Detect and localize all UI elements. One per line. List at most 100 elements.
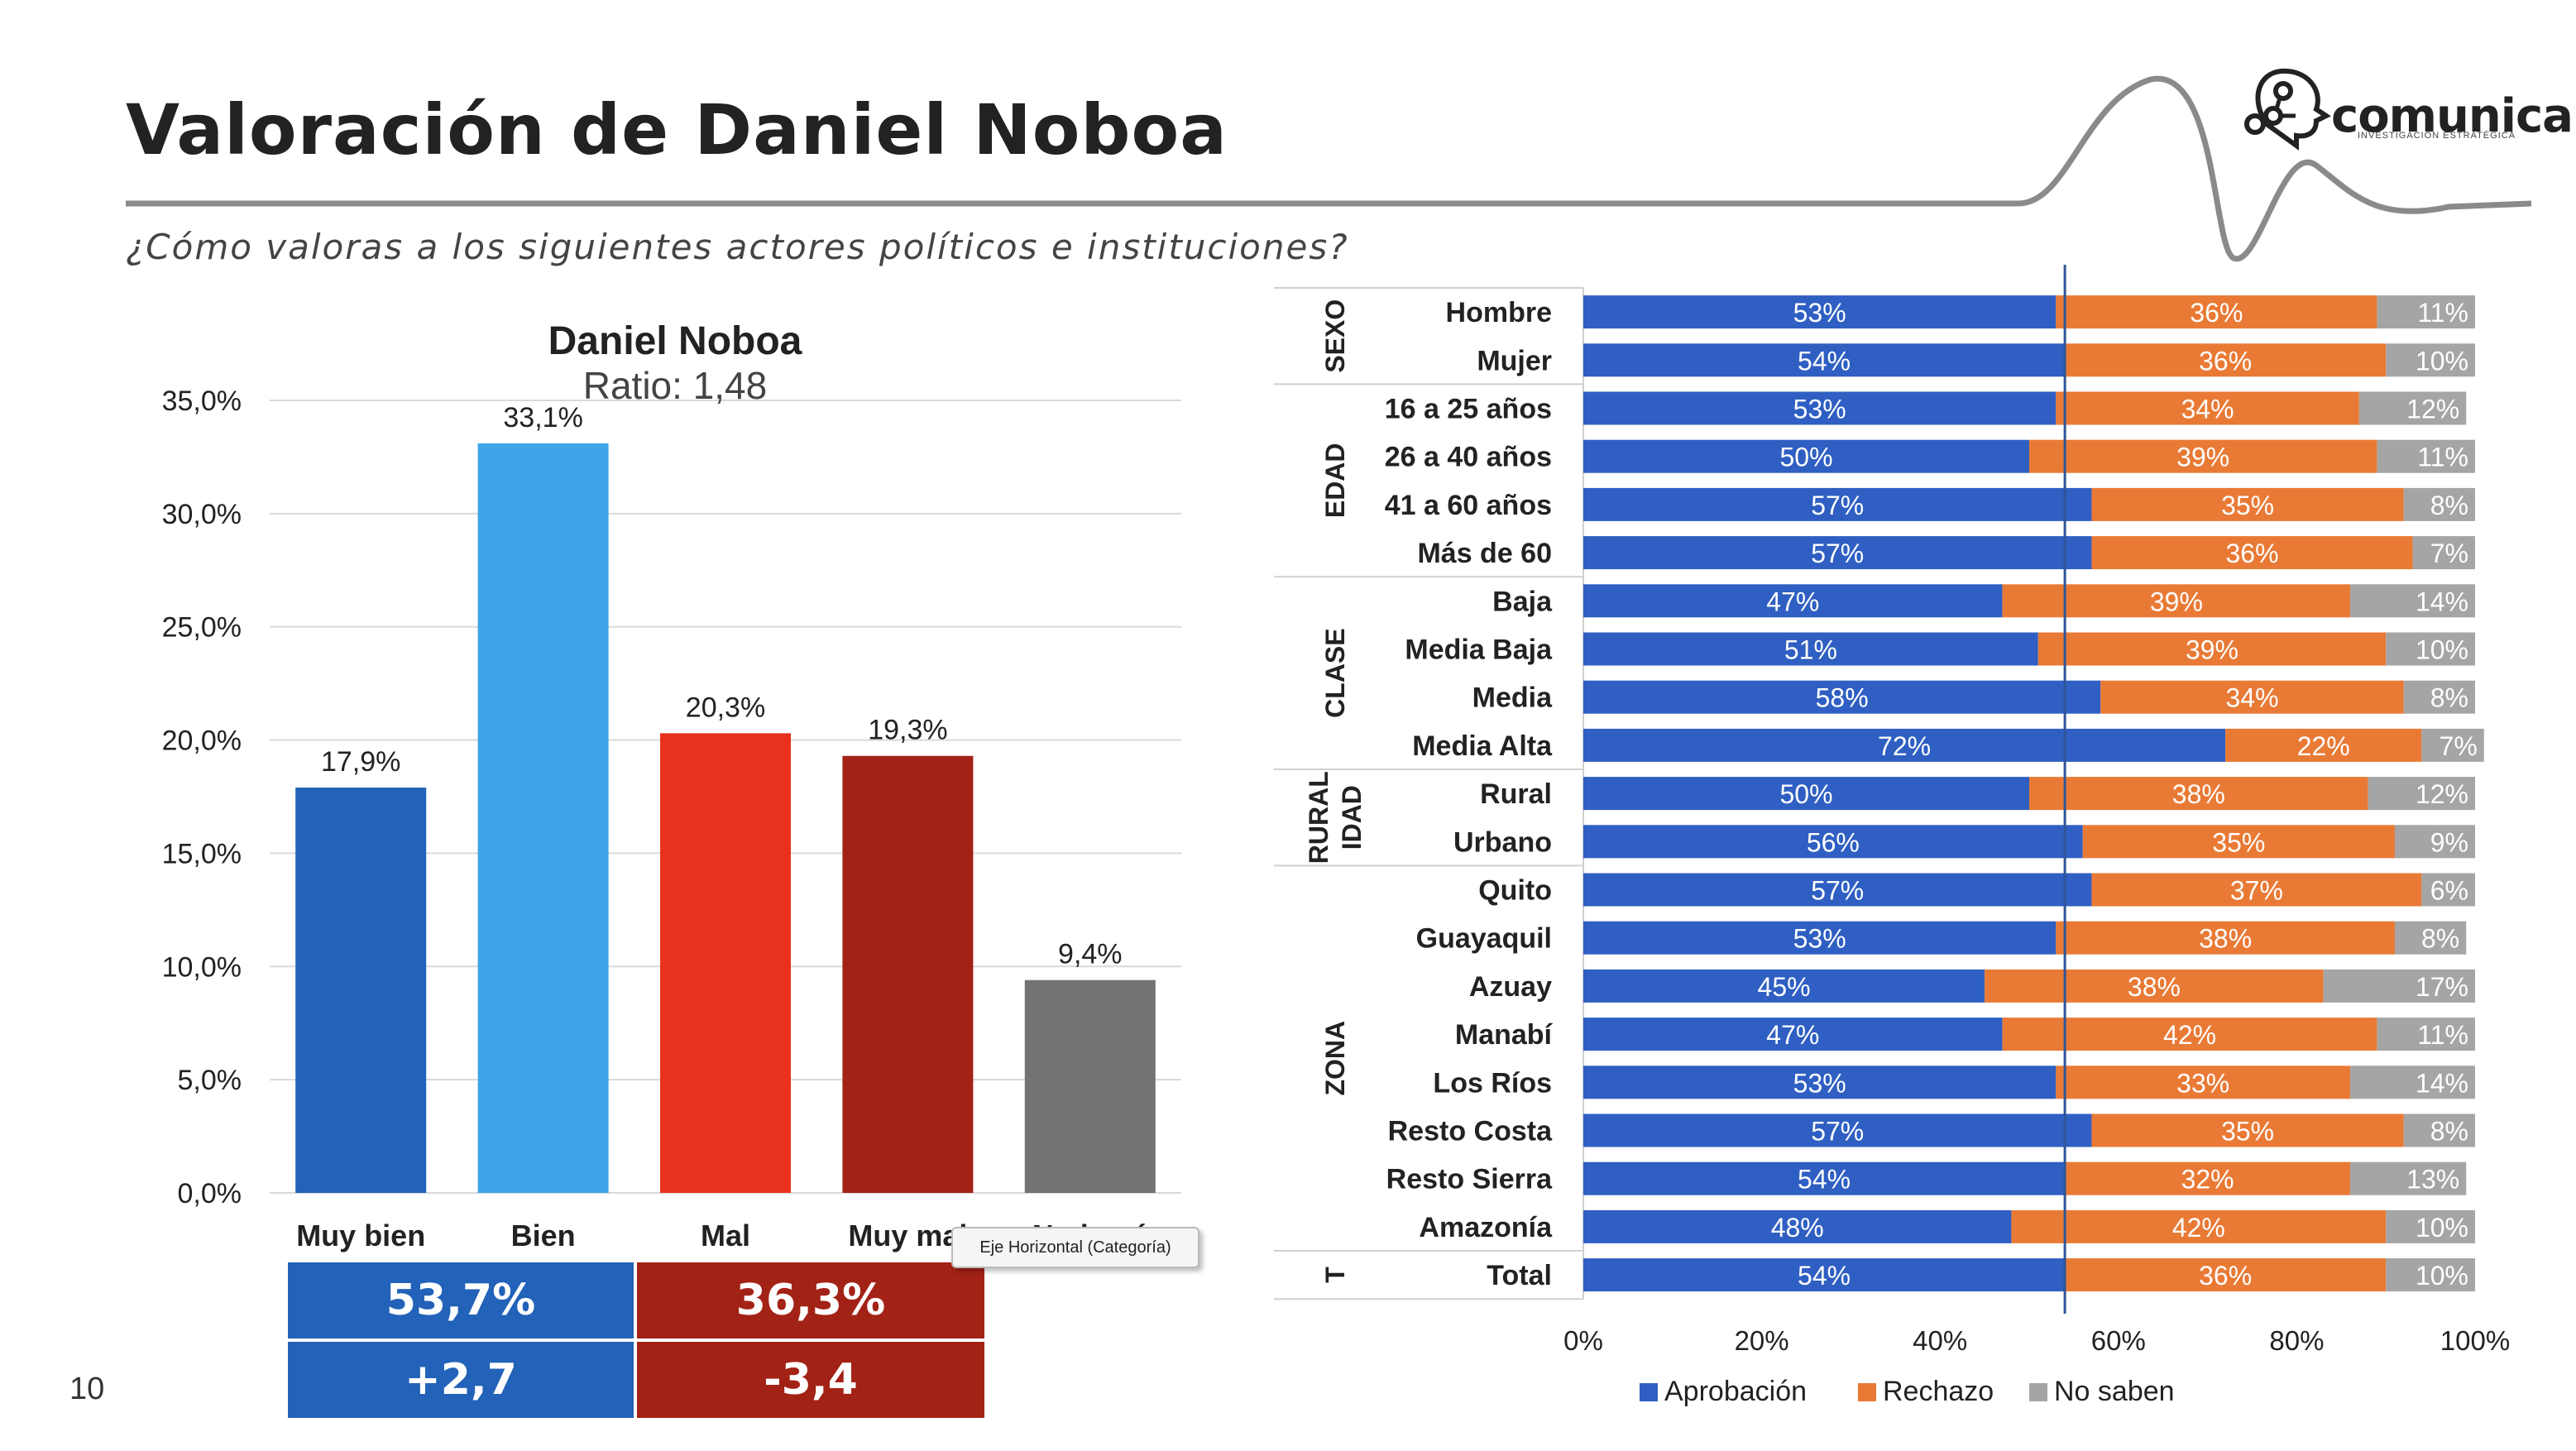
bar-segment — [2377, 439, 2475, 473]
segment-value-label: 37% — [2230, 876, 2283, 906]
bar-segment — [1583, 391, 2056, 425]
segment-value-label: 10% — [2416, 1261, 2468, 1291]
segment-value-label: 53% — [1793, 924, 1846, 954]
y-tick-label: 20,0% — [162, 726, 242, 757]
bar-segment — [2386, 1258, 2475, 1292]
logo-text: comunicaliza — [2331, 89, 2576, 143]
bar-segment — [1985, 969, 2324, 1003]
segment-value-label: 47% — [1766, 1020, 1819, 1050]
bar-value-label: 9,4% — [1058, 939, 1123, 970]
x-category-label: Muy bien — [296, 1219, 425, 1252]
group-label: RURAL — [1304, 771, 1333, 864]
bar-segment — [2091, 536, 2413, 570]
row-label: Azuay — [1469, 971, 1552, 1003]
bar — [295, 788, 427, 1193]
bar-segment — [2029, 777, 2368, 811]
y-tick-label: 0,0% — [178, 1178, 242, 1209]
row-label: Total — [1487, 1260, 1552, 1291]
segment-value-label: 8% — [2430, 683, 2468, 713]
y-tick-label: 25,0% — [162, 612, 242, 644]
row-label: 41 a 60 años — [1385, 490, 1552, 521]
segment-value-label: 38% — [2199, 924, 2252, 954]
y-tick-label: 15,0% — [162, 838, 242, 869]
x-tick-label: 100% — [2440, 1325, 2510, 1356]
bar-segment — [2065, 343, 2387, 377]
logo-icon — [2244, 68, 2331, 151]
bar-segment — [1583, 343, 2066, 377]
segment-value-label: 45% — [1758, 972, 1811, 1002]
segment-value-label: 57% — [1811, 491, 1864, 520]
bar-segment — [1583, 1209, 2012, 1243]
legend-label: Aprobación — [1664, 1376, 1807, 1407]
bar-segment — [1583, 777, 2029, 811]
segment-value-label: 12% — [2416, 779, 2468, 809]
x-tick-label: 60% — [2091, 1325, 2146, 1356]
bar-segment — [2037, 632, 2387, 666]
bar-segment — [2403, 487, 2475, 521]
bar-segment — [2368, 777, 2475, 811]
bar-segment — [1583, 825, 2083, 859]
segment-value-label: 54% — [1798, 1261, 1851, 1291]
summary-approval: 53,7% — [288, 1262, 634, 1338]
bar-segment — [2350, 584, 2475, 618]
bar-segment — [2394, 825, 2475, 859]
y-tick-label: 35,0% — [162, 385, 242, 417]
segment-value-label: 50% — [1779, 443, 1832, 472]
bar-segment — [1583, 536, 2092, 570]
group-label: ZONA — [1320, 1021, 1350, 1096]
segment-value-label: 11% — [2417, 1020, 2468, 1050]
bar — [1024, 979, 1156, 1193]
segment-value-label: 35% — [2221, 491, 2274, 520]
segment-value-label: 36% — [2225, 539, 2278, 568]
segment-value-label: 35% — [2212, 827, 2265, 857]
segment-value-label: 12% — [2406, 395, 2459, 424]
bar-segment — [2029, 439, 2377, 473]
segment-value-label: 39% — [2150, 587, 2203, 616]
bar-segment — [2056, 295, 2377, 329]
x-tick-label: 20% — [1735, 1325, 1789, 1356]
bar-segment — [2002, 584, 2351, 618]
bar — [842, 755, 974, 1193]
row-label: Resto Sierra — [1386, 1164, 1553, 1195]
segment-value-label: 35% — [2221, 1117, 2274, 1147]
bar-segment — [1583, 728, 2226, 762]
segment-value-label: 14% — [2416, 587, 2468, 616]
x-category-label: Bien — [511, 1219, 576, 1252]
segment-value-label: 54% — [1798, 346, 1851, 376]
segment-value-label: 32% — [2181, 1165, 2234, 1195]
segment-value-label: 50% — [1779, 779, 1832, 809]
row-label: Media Alta — [1412, 730, 1553, 762]
segment-value-label: 9% — [2430, 827, 2468, 857]
group-label: EDAD — [1320, 443, 1350, 518]
row-label: Quito — [1478, 875, 1552, 907]
segment-value-label: 38% — [2172, 779, 2225, 809]
row-label: Media Baja — [1405, 635, 1553, 666]
segment-value-label: 7% — [2430, 539, 2468, 568]
bar-segment — [2056, 921, 2395, 955]
row-label: Manabí — [1455, 1019, 1554, 1051]
group-label: SEXO — [1320, 299, 1350, 373]
bar-segment — [2091, 1113, 2404, 1147]
bar-segment — [2065, 1161, 2351, 1195]
segment-value-label: 13% — [2406, 1165, 2459, 1195]
segment-value-label: 56% — [1807, 827, 1860, 857]
segment-value-label: 53% — [1793, 1068, 1846, 1098]
segment-value-label: 39% — [2186, 635, 2238, 665]
bar — [660, 733, 791, 1193]
x-tick-label: 0% — [1563, 1325, 1603, 1356]
row-label: 16 a 25 años — [1385, 394, 1552, 425]
x-tick-label: 40% — [1913, 1325, 1967, 1356]
bar-segment — [1583, 1161, 2066, 1195]
legend-swatch — [1858, 1383, 1876, 1401]
group-label: IDAD — [1337, 785, 1367, 850]
bar-segment — [2394, 921, 2467, 955]
segment-value-label: 42% — [2163, 1020, 2216, 1050]
bar-value-label: 33,1% — [503, 402, 582, 433]
bar-segment — [2091, 873, 2422, 907]
bar-value-label: 20,3% — [686, 692, 765, 723]
segment-value-label: 72% — [1878, 731, 1931, 761]
bar-value-label: 19,3% — [868, 715, 947, 746]
bar-segment — [2377, 1018, 2475, 1051]
bar-segment — [1583, 584, 2003, 618]
